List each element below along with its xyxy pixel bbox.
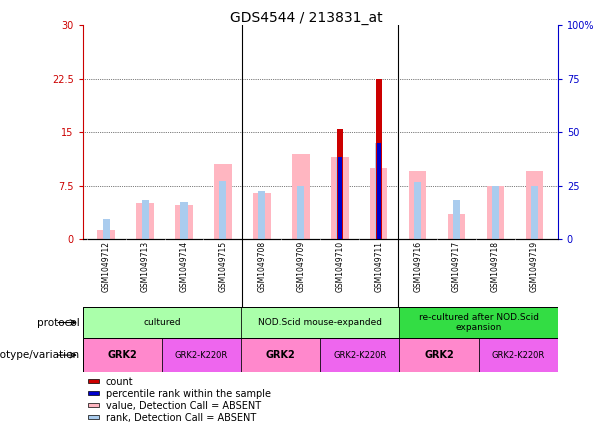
Bar [337, 129, 343, 239]
Text: GRK2: GRK2 [266, 350, 295, 360]
Text: rank, Detection Call = ABSENT: rank, Detection Call = ABSENT [105, 413, 256, 423]
Text: GSM1049715: GSM1049715 [218, 241, 227, 292]
Bar [175, 205, 192, 239]
Text: percentile rank within the sample: percentile rank within the sample [105, 389, 270, 399]
Bar [97, 231, 115, 239]
Bar [180, 202, 188, 239]
Bar [377, 143, 381, 239]
Bar [487, 186, 504, 239]
Text: GSM1049710: GSM1049710 [335, 241, 345, 292]
Bar [453, 200, 460, 239]
Text: GSM1049718: GSM1049718 [491, 241, 500, 292]
Bar [448, 214, 465, 239]
Text: GRK2: GRK2 [424, 350, 454, 360]
Text: GSM1049712: GSM1049712 [102, 241, 110, 292]
Text: GRK2-K220R: GRK2-K220R [175, 351, 228, 360]
Bar [83, 307, 241, 338]
Text: GRK2: GRK2 [107, 350, 137, 360]
Bar [331, 157, 349, 239]
Bar [241, 307, 400, 338]
Bar [414, 182, 421, 239]
Bar [492, 186, 499, 239]
Text: GSM1049713: GSM1049713 [140, 241, 150, 292]
Bar [214, 164, 232, 239]
Bar [297, 186, 304, 239]
Text: GDS4544 / 213831_at: GDS4544 / 213831_at [230, 11, 383, 25]
Text: GSM1049711: GSM1049711 [374, 241, 383, 292]
Text: GSM1049709: GSM1049709 [296, 241, 305, 292]
Bar [88, 403, 99, 407]
Text: GSM1049714: GSM1049714 [180, 241, 189, 292]
Bar [88, 415, 99, 419]
Bar [292, 154, 310, 239]
Bar [526, 171, 543, 239]
Bar [531, 186, 538, 239]
Bar [136, 203, 154, 239]
Text: GSM1049708: GSM1049708 [257, 241, 267, 292]
Bar [162, 338, 241, 372]
Text: genotype/variation: genotype/variation [0, 350, 80, 360]
Bar [400, 307, 558, 338]
Bar [337, 157, 343, 239]
Bar [409, 171, 427, 239]
Bar [88, 391, 99, 395]
Text: value, Detection Call = ABSENT: value, Detection Call = ABSENT [105, 401, 261, 411]
Text: cultured: cultured [143, 318, 181, 327]
Bar [258, 191, 265, 239]
Text: protocol: protocol [37, 318, 80, 328]
Bar [241, 338, 321, 372]
Bar [219, 181, 226, 239]
Bar [338, 157, 341, 239]
Bar [321, 338, 400, 372]
Text: GRK2-K220R: GRK2-K220R [492, 351, 545, 360]
Bar [479, 338, 558, 372]
Bar [400, 338, 479, 372]
Bar [376, 79, 382, 239]
Text: NOD.Scid mouse-expanded: NOD.Scid mouse-expanded [258, 318, 383, 327]
Text: GRK2-K220R: GRK2-K220R [333, 351, 387, 360]
Text: count: count [105, 377, 133, 387]
Bar [370, 168, 387, 239]
Bar [102, 219, 110, 239]
Text: GSM1049719: GSM1049719 [530, 241, 539, 292]
Bar [83, 338, 162, 372]
Bar [253, 193, 271, 239]
Text: GSM1049717: GSM1049717 [452, 241, 461, 292]
Bar [142, 200, 148, 239]
Text: re-cultured after NOD.Scid
expansion: re-cultured after NOD.Scid expansion [419, 313, 539, 332]
Bar [375, 143, 383, 239]
Text: GSM1049716: GSM1049716 [413, 241, 422, 292]
Bar [88, 379, 99, 383]
